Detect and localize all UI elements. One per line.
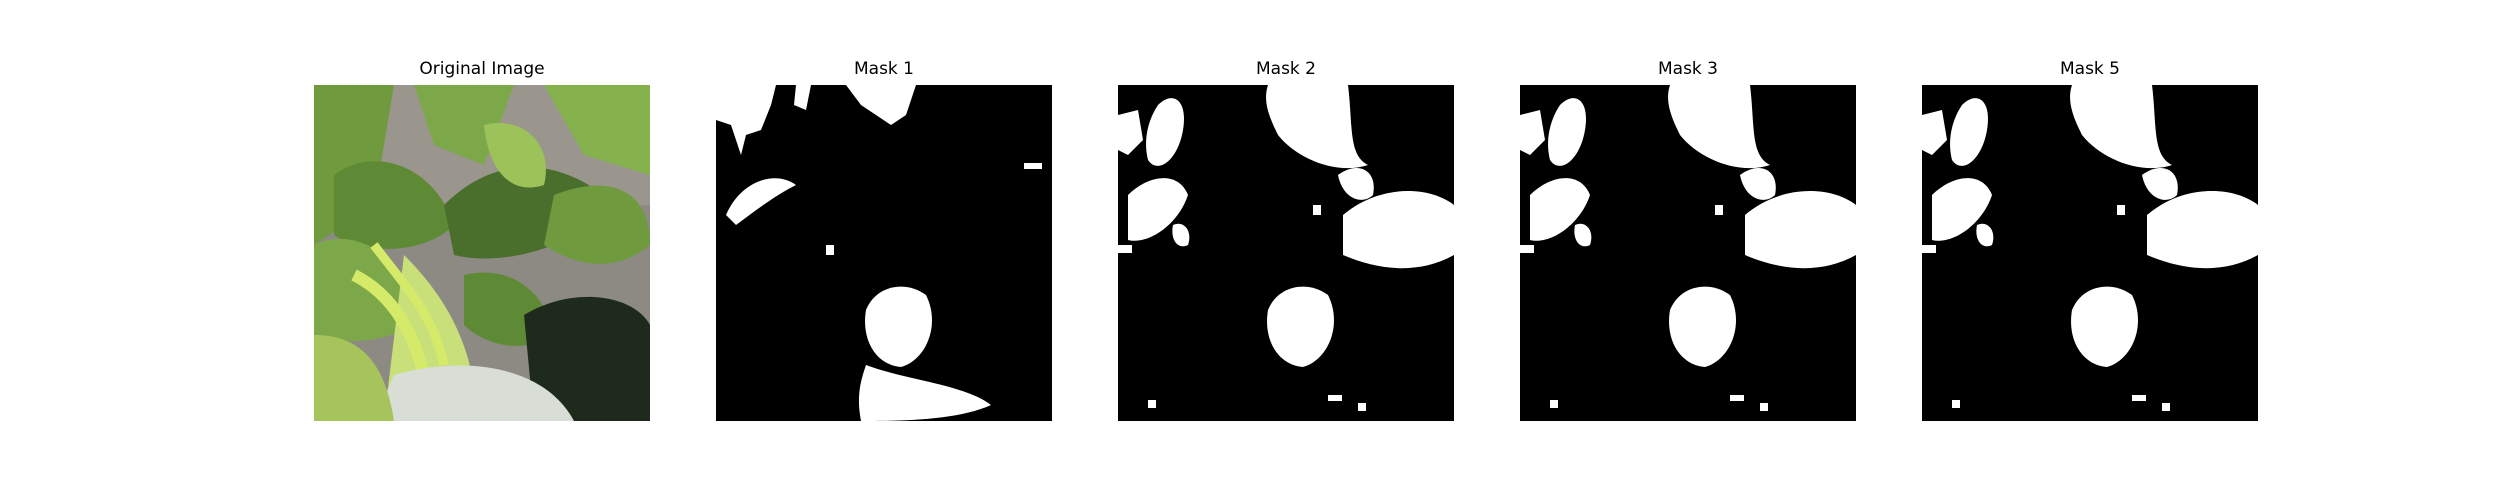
panel-title: Mask 3: [1657, 59, 1718, 79]
panel-title: Original Image: [419, 59, 545, 79]
panel-title: Mask 1: [853, 59, 914, 79]
panel-mask-2: Mask 2: [1118, 56, 1454, 421]
panel-original-image: Original Image: [314, 56, 650, 421]
panel-mask-1: Mask 1: [716, 56, 1052, 421]
panel-title: Mask 5: [2059, 59, 2120, 79]
mask-2: [1118, 85, 1454, 421]
original-image: [314, 85, 650, 421]
panel-title: Mask 2: [1255, 59, 1316, 79]
panel-mask-3: Mask 3: [1520, 56, 1856, 421]
mask-1: [716, 85, 1052, 421]
mask-1-image: [716, 85, 1052, 421]
panel-mask-5: Mask 5: [1922, 56, 2258, 421]
mask-2-image: [1118, 85, 1454, 421]
mask-5-image: [1922, 85, 2258, 421]
mask-3: [1520, 85, 1856, 421]
mask-5: [1922, 85, 2258, 421]
plant-photo: [314, 85, 650, 421]
mask-3-image: [1520, 85, 1856, 421]
